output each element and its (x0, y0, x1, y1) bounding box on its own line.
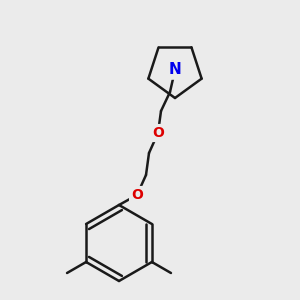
Text: N: N (169, 62, 182, 77)
Text: O: O (152, 126, 164, 140)
Text: O: O (131, 188, 143, 202)
